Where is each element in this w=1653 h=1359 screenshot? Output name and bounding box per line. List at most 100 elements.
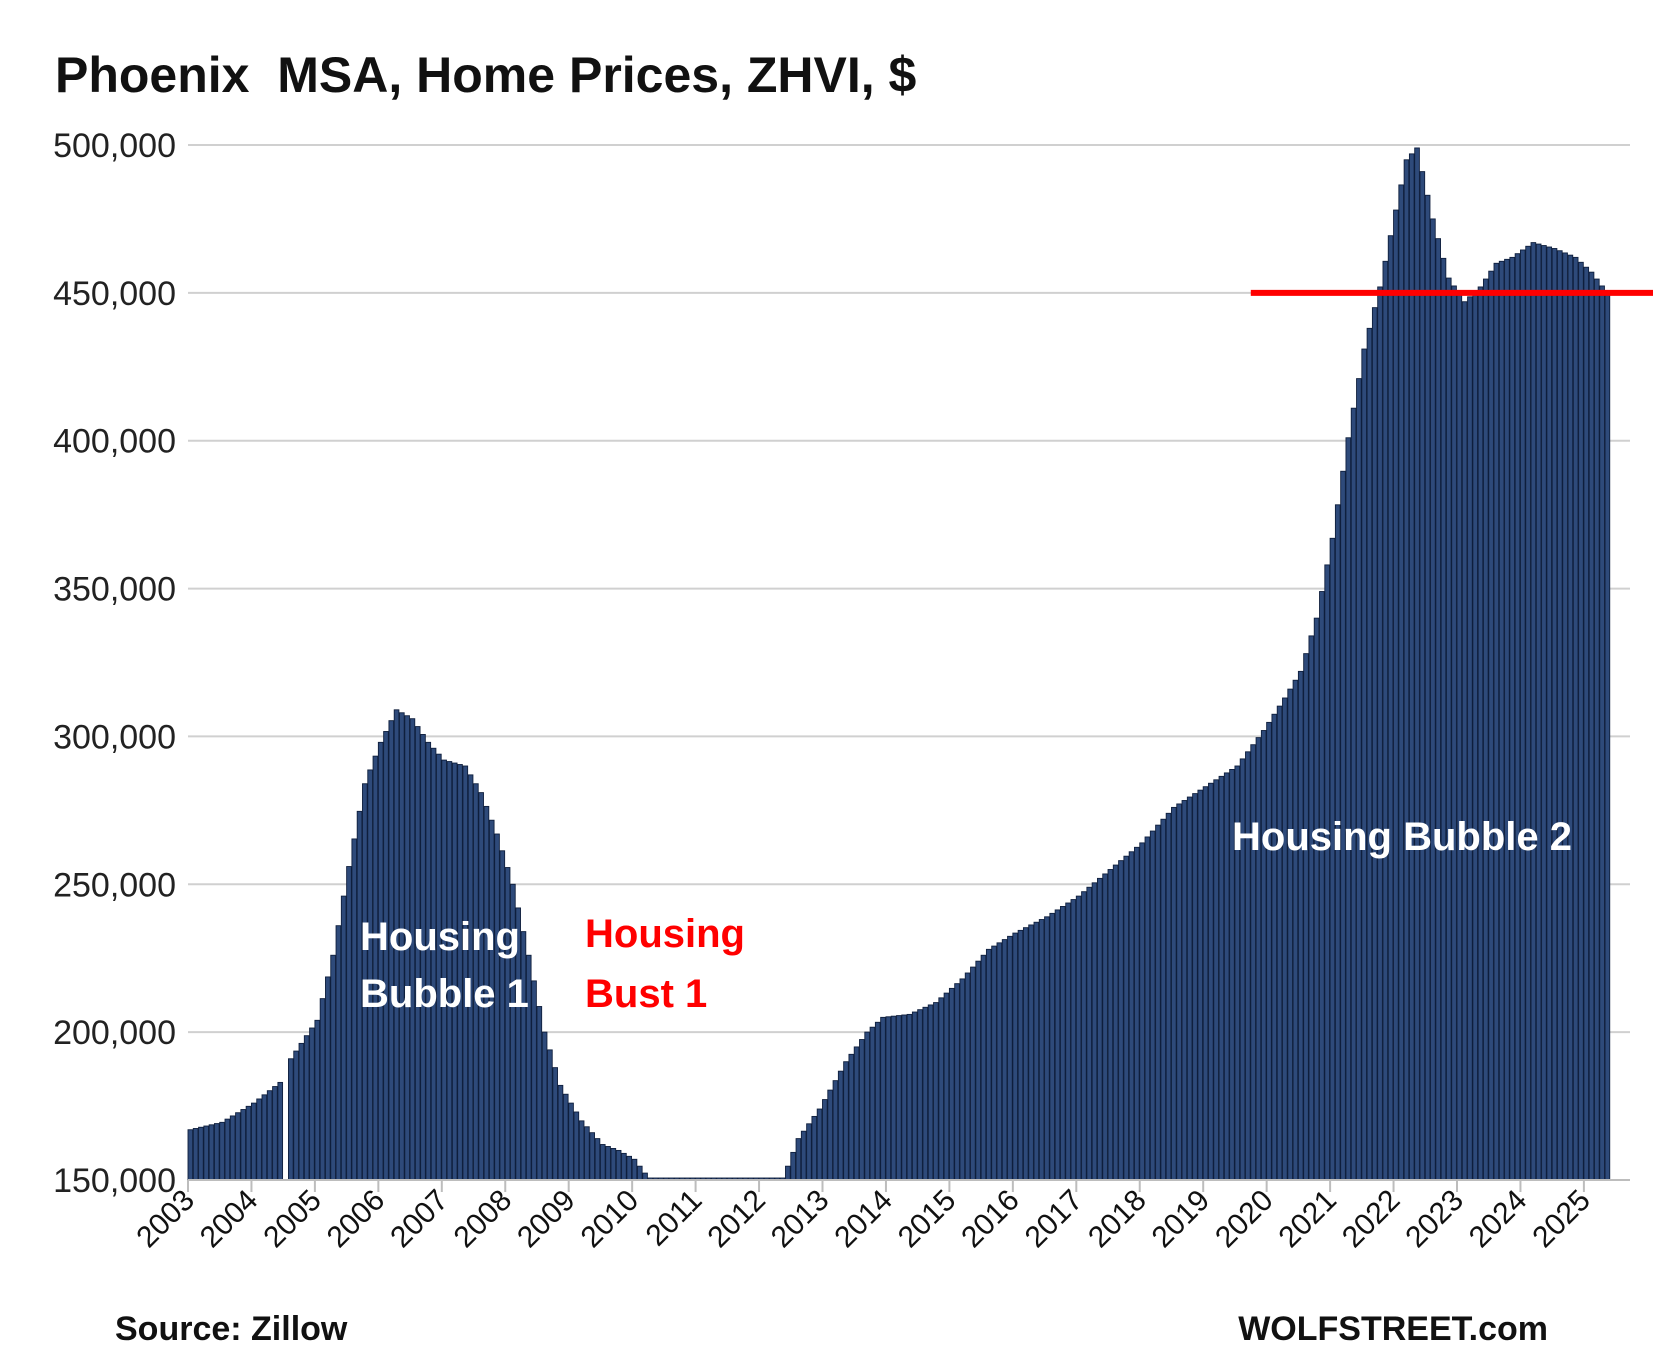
bar [1266, 721, 1272, 1181]
bar [1403, 159, 1410, 1181]
bar [785, 1165, 791, 1181]
bar [1451, 285, 1457, 1181]
bar [933, 1002, 939, 1181]
bar [1324, 564, 1330, 1181]
bar [917, 1009, 923, 1181]
bar [790, 1151, 796, 1181]
bar [1472, 291, 1478, 1181]
bar [927, 1004, 934, 1181]
x-tick-label: 2014 [828, 1184, 899, 1255]
bar [309, 1027, 315, 1181]
bar [1250, 744, 1256, 1181]
bar [621, 1152, 627, 1181]
bar [864, 1031, 870, 1181]
bar [980, 954, 987, 1181]
bar [568, 1102, 574, 1181]
bar [948, 987, 955, 1181]
bar [827, 1089, 833, 1181]
bar [1197, 789, 1204, 1181]
x-tick-label: 2023 [1399, 1184, 1470, 1255]
bar [1361, 348, 1367, 1181]
bar [203, 1125, 210, 1181]
bar [837, 1070, 844, 1181]
bar [346, 866, 352, 1181]
bar [1044, 916, 1050, 1181]
bar [1054, 909, 1061, 1181]
bar [1102, 873, 1108, 1181]
bar [1022, 927, 1029, 1181]
bar [1456, 293, 1463, 1181]
bar [303, 1035, 310, 1181]
bar [229, 1115, 236, 1181]
x-tick-label: 2016 [955, 1184, 1026, 1255]
x-tick-label: 2004 [194, 1184, 265, 1255]
bar [1572, 256, 1579, 1181]
x-tick-label: 2008 [448, 1184, 519, 1255]
bar [959, 978, 966, 1181]
bar [240, 1109, 247, 1181]
bar [1308, 635, 1315, 1181]
bar [1118, 860, 1124, 1181]
watermark: WOLFSTREET.com [1238, 1310, 1548, 1348]
bar [1086, 886, 1093, 1181]
bar [293, 1050, 299, 1181]
bar [1530, 242, 1537, 1181]
bar [1218, 775, 1225, 1181]
bar [1028, 924, 1034, 1181]
bar [256, 1098, 262, 1181]
bar [1128, 851, 1135, 1181]
bar [1313, 617, 1320, 1181]
bar [1049, 912, 1055, 1181]
bar [1350, 407, 1357, 1181]
bar [1223, 772, 1230, 1181]
y-tick-label: 500,000 [53, 127, 176, 165]
y-tick-label: 150,000 [53, 1162, 176, 1200]
bar [896, 1015, 902, 1181]
bar [874, 1021, 881, 1181]
bar [372, 755, 379, 1181]
annotation-bust1-line1: Housing [585, 912, 745, 956]
bar [859, 1039, 865, 1181]
bar [1525, 245, 1531, 1181]
bar [922, 1006, 929, 1181]
bar [325, 976, 331, 1181]
bar [996, 942, 1003, 1181]
bar [1134, 846, 1140, 1181]
bar [975, 960, 981, 1181]
y-axis-tick-labels: 150,000 200,000 250,000 300,000 350,000 400,0… [53, 127, 176, 1200]
bar [520, 931, 527, 1181]
bar [1498, 260, 1505, 1181]
bar [235, 1112, 241, 1181]
bar [1181, 800, 1188, 1181]
bar [1440, 257, 1447, 1181]
bar [1557, 250, 1563, 1181]
bar [1583, 266, 1590, 1181]
bar [351, 838, 358, 1181]
bar [1155, 824, 1161, 1181]
bar [599, 1144, 606, 1181]
y-tick-label: 450,000 [53, 275, 176, 313]
bar [1366, 327, 1373, 1181]
bar [816, 1108, 823, 1181]
bar [795, 1138, 802, 1181]
x-axis [187, 1179, 1630, 1192]
bar [1546, 246, 1553, 1181]
bar [1282, 697, 1288, 1181]
y-tick-label: 300,000 [53, 718, 176, 756]
bar [1535, 243, 1542, 1181]
bar [1165, 812, 1172, 1181]
bar [991, 945, 997, 1181]
x-tick-label: 2011 [640, 1184, 709, 1253]
bar [1007, 935, 1013, 1181]
bar [1202, 786, 1209, 1181]
bar [1149, 830, 1156, 1181]
bar [1059, 906, 1066, 1181]
bar [219, 1121, 225, 1181]
bar [1192, 793, 1198, 1181]
x-tick-label: 2024 [1463, 1184, 1534, 1255]
bar [1599, 285, 1605, 1181]
bar [441, 759, 447, 1181]
bar [1356, 378, 1362, 1181]
bar [1123, 855, 1130, 1181]
bar [1514, 253, 1521, 1181]
